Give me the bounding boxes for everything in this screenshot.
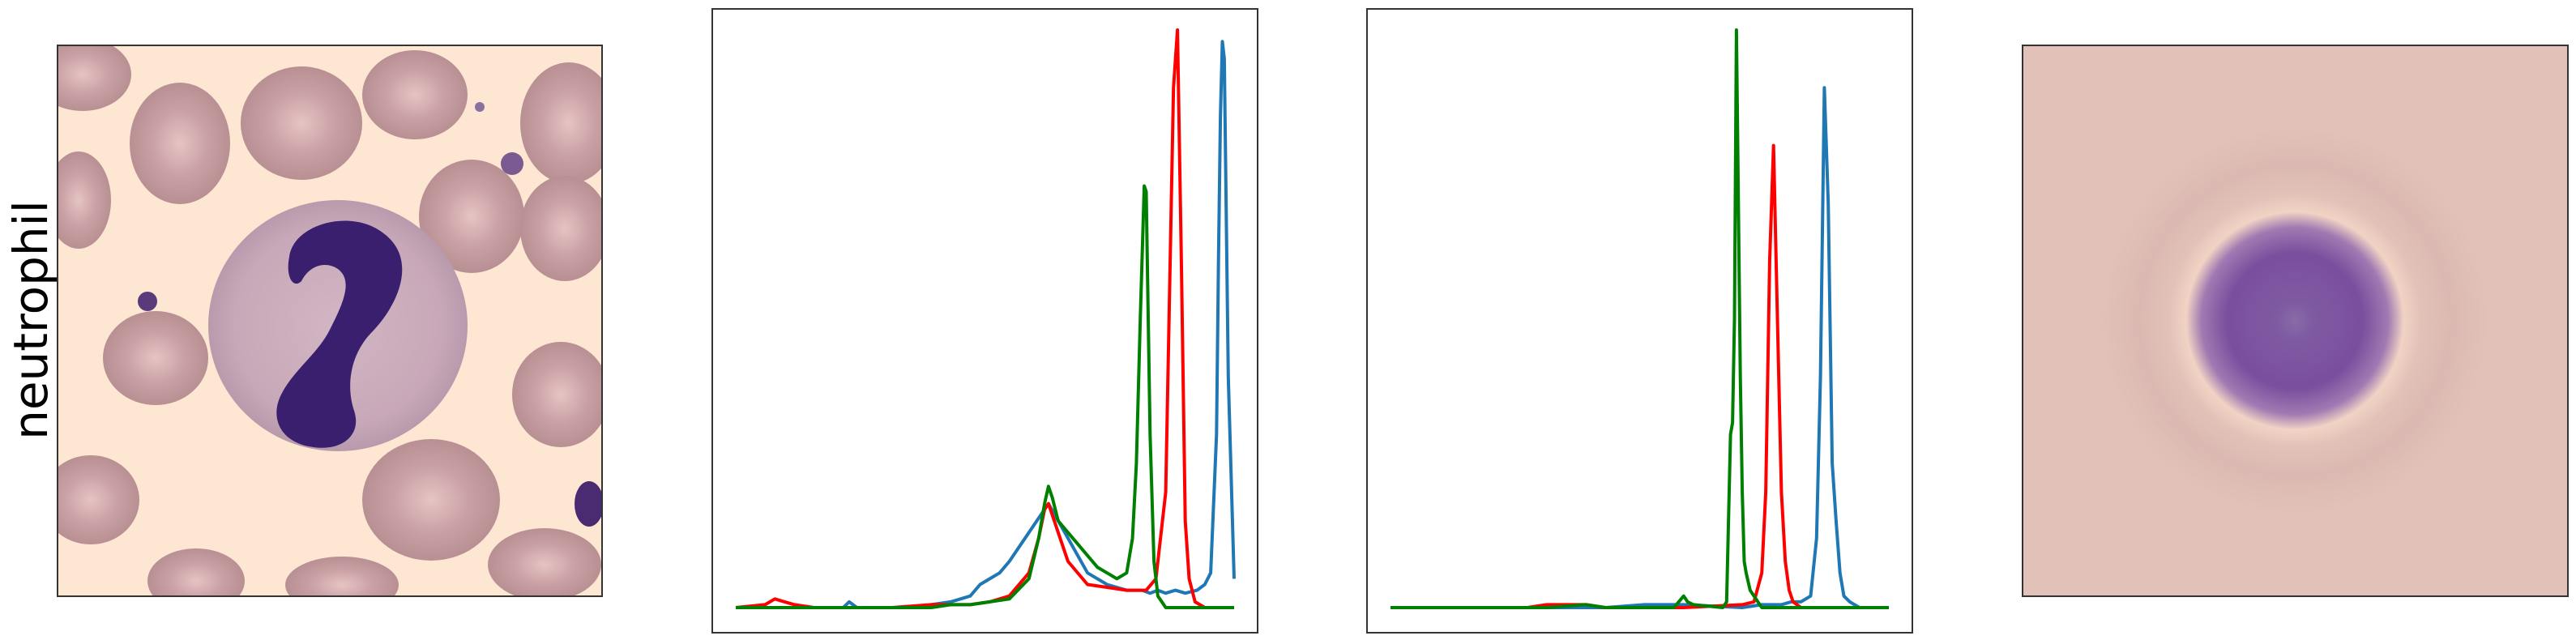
histogram-series-line-2 — [736, 184, 1234, 609]
histogram-series-line-2 — [1391, 28, 1889, 609]
histogram-chart-2 — [1391, 28, 1889, 609]
averaged-cell-blob-icon — [2023, 46, 2567, 595]
histogram-series-line-0 — [1391, 86, 1889, 609]
mean-image-panel — [2022, 45, 2569, 597]
row-label-text: neutrophil — [3, 200, 58, 440]
histogram-panel-2 — [1366, 8, 1913, 634]
neutrophil-micrograph-icon — [58, 46, 601, 595]
histogram-chart-1 — [735, 28, 1236, 609]
row-label: neutrophil — [3, 200, 58, 440]
histogram-series-line-1 — [1391, 143, 1889, 609]
histogram-series-line-0 — [736, 40, 1236, 609]
histogram-series-line-1 — [735, 28, 1234, 609]
histogram-panel-1 — [711, 8, 1258, 634]
cell-image-panel — [57, 45, 603, 597]
